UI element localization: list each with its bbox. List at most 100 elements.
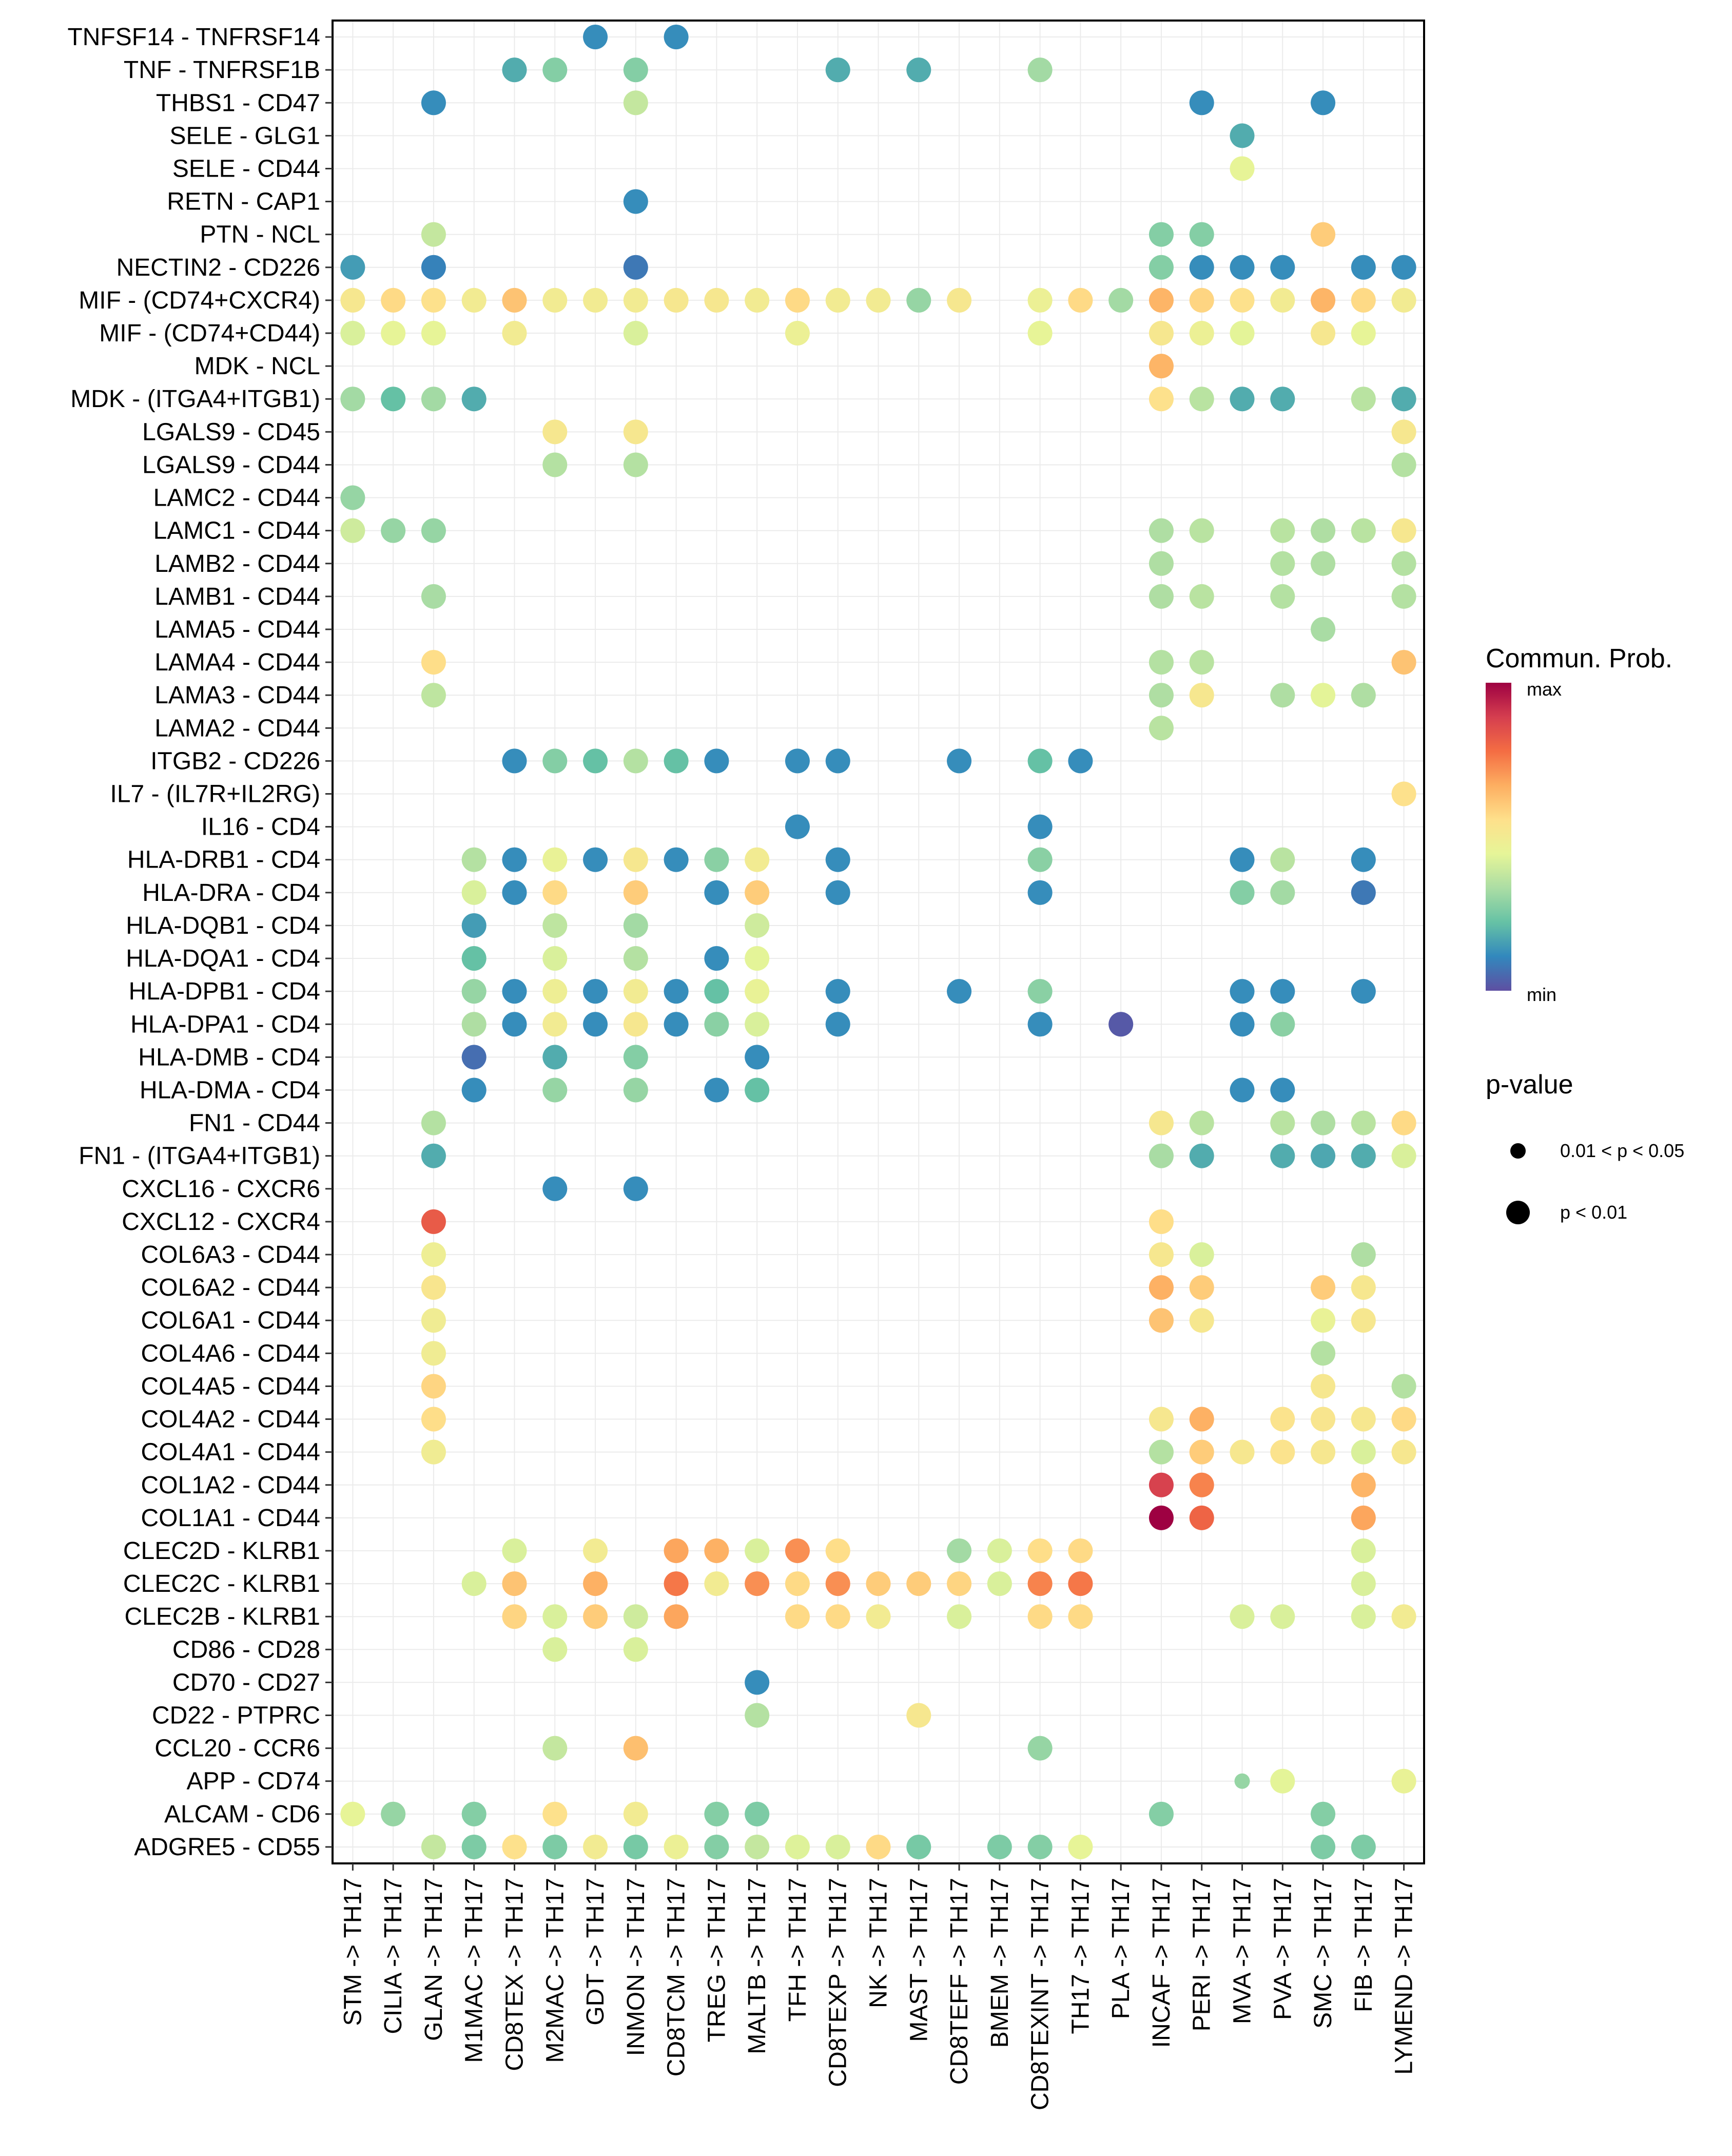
x-tick-label: STM -> TH17 — [339, 1878, 366, 2026]
dot — [1391, 419, 1416, 445]
dot — [1189, 1439, 1214, 1465]
y-tick-label: ALCAM - CD6 — [164, 1801, 320, 1828]
dot — [502, 748, 527, 774]
dot — [1149, 1308, 1174, 1333]
dot — [542, 880, 568, 905]
dot — [623, 90, 648, 116]
dot — [664, 1012, 689, 1037]
dots-layer — [340, 25, 1416, 1859]
x-tick-label: LYMEND -> TH17 — [1391, 1878, 1418, 2075]
dot — [1311, 1275, 1336, 1300]
dot — [1189, 321, 1214, 346]
colorbar — [1486, 683, 1511, 991]
y-tick-label: SELE - GLG1 — [170, 122, 320, 149]
y-tick-label: CLEC2B - KLRB1 — [125, 1603, 321, 1630]
y-tick-label: HLA-DPB1 - CD4 — [129, 978, 320, 1005]
dot — [947, 748, 972, 774]
dot — [1351, 1571, 1376, 1596]
y-tick-label: COL6A2 - CD44 — [141, 1274, 320, 1301]
y-tick-label: LAMB2 - CD44 — [154, 550, 320, 578]
dot — [785, 1834, 810, 1859]
dot — [1351, 1407, 1376, 1432]
y-tick-label: HLA-DQA1 - CD4 — [126, 945, 320, 972]
dot — [1230, 1077, 1255, 1103]
y-tick-label: TNF - TNFRSF1B — [124, 56, 320, 84]
dot — [1230, 1439, 1255, 1465]
dot — [1149, 1407, 1174, 1432]
dot — [421, 387, 446, 412]
dot — [461, 880, 486, 905]
y-tick-label: CXCL16 - CXCR6 — [122, 1176, 320, 1203]
dot — [1108, 1012, 1134, 1037]
dot — [1391, 1439, 1416, 1465]
dot — [745, 287, 770, 313]
dot — [1391, 387, 1416, 412]
dot — [421, 1275, 446, 1300]
dot — [664, 748, 689, 774]
dot — [623, 880, 648, 905]
dot — [421, 1439, 446, 1465]
dot — [1391, 452, 1416, 477]
y-tick-label: CLEC2C - KLRB1 — [123, 1570, 320, 1597]
y-tick-label: COL4A5 - CD44 — [141, 1373, 320, 1400]
dot — [340, 387, 365, 412]
y-tick-label: CD22 - PTPRC — [152, 1702, 320, 1729]
dot — [1351, 1439, 1376, 1465]
dot — [502, 287, 527, 313]
dot — [623, 946, 648, 971]
dot — [1027, 880, 1053, 905]
dot — [1189, 1308, 1214, 1333]
dot — [1351, 880, 1376, 905]
dot — [1149, 387, 1174, 412]
y-tick-label: COL6A3 - CD44 — [141, 1241, 320, 1268]
dot — [1230, 321, 1255, 346]
y-tick-label: CCL20 - CCR6 — [154, 1735, 320, 1762]
dot — [1270, 1768, 1295, 1794]
dot — [421, 321, 446, 346]
dot — [785, 287, 810, 313]
y-tick-label: PTN - NCL — [200, 221, 320, 248]
y-tick-label: COL4A2 - CD44 — [141, 1406, 320, 1433]
y-tick-label: COL1A2 - CD44 — [141, 1472, 320, 1499]
dot — [340, 255, 365, 280]
y-tick-label: LAMA2 - CD44 — [154, 715, 320, 742]
dot — [502, 1604, 527, 1629]
dot — [381, 287, 406, 313]
dot — [1149, 1209, 1174, 1234]
dot — [623, 1604, 648, 1629]
x-tick-label: PERI -> TH17 — [1189, 1878, 1216, 2031]
y-tick-label: HLA-DMB - CD4 — [138, 1044, 320, 1071]
dot — [664, 25, 689, 50]
dot — [1311, 617, 1336, 642]
dot — [1351, 1604, 1376, 1629]
dot — [623, 979, 648, 1004]
dot — [745, 847, 770, 872]
dot — [745, 1077, 770, 1103]
dot — [745, 1834, 770, 1859]
dot — [1311, 1110, 1336, 1135]
dot — [1351, 255, 1376, 280]
dot — [1068, 1571, 1093, 1596]
dot — [623, 321, 648, 346]
dot — [583, 25, 608, 50]
dot — [421, 1242, 446, 1267]
dot — [1351, 1538, 1376, 1563]
dot — [785, 1538, 810, 1563]
dot — [1391, 551, 1416, 576]
dot — [421, 1407, 446, 1432]
dot — [583, 1538, 608, 1563]
dot — [1351, 979, 1376, 1004]
dot — [1027, 1736, 1053, 1761]
x-tick-label: MVA -> TH17 — [1229, 1878, 1256, 2024]
dot — [1027, 1012, 1053, 1037]
dot — [583, 847, 608, 872]
dot — [381, 1801, 406, 1826]
dot — [1027, 1834, 1053, 1859]
x-tick-label: CD8TEXP -> TH17 — [825, 1878, 852, 2087]
x-tick-label: GLAN -> TH17 — [420, 1878, 447, 2041]
dot — [664, 979, 689, 1004]
dot — [1189, 1143, 1214, 1168]
dot — [583, 1834, 608, 1859]
dot — [623, 913, 648, 938]
dot — [1270, 1143, 1295, 1168]
